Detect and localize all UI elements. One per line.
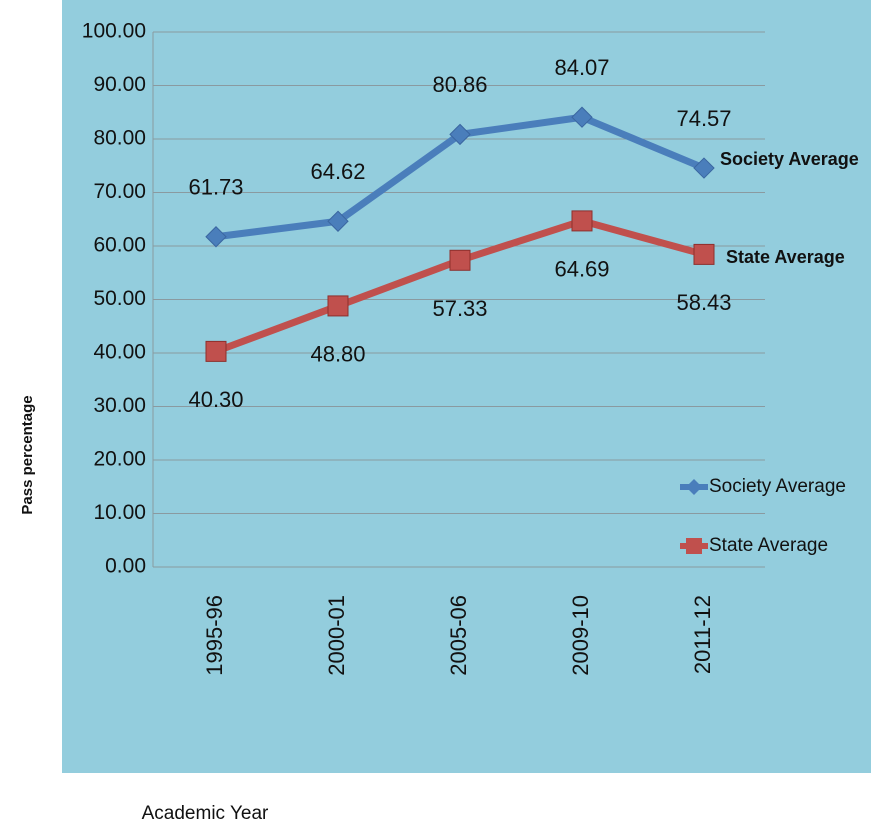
y-tick-label: 50.00 — [93, 287, 146, 310]
x-tick-label: 2005-06 — [446, 595, 471, 676]
point-marker — [449, 249, 471, 271]
data-label: 58.43 — [676, 290, 731, 315]
x-tick-label: 2009-10 — [568, 595, 593, 676]
point-marker — [449, 123, 471, 146]
data-label: 61.73 — [188, 175, 243, 200]
data-label: 74.57 — [676, 106, 731, 131]
legend-marker — [686, 538, 702, 554]
point-marker — [205, 340, 227, 362]
point-marker — [693, 157, 715, 179]
y-tick-label: 80.00 — [93, 127, 146, 150]
data-label: 84.07 — [554, 55, 609, 80]
y-tick-label: 60.00 — [93, 234, 146, 257]
data-label: 48.80 — [310, 342, 365, 367]
y-tick-label: 20.00 — [93, 448, 146, 471]
point-marker — [205, 226, 227, 248]
y-tick-label: 0.00 — [105, 555, 146, 578]
y-tick-label: 10.00 — [93, 501, 146, 524]
data-label: 80.86 — [432, 72, 487, 97]
point-marker — [571, 210, 593, 232]
legend-marker — [686, 479, 702, 495]
point-marker — [693, 243, 715, 265]
y-tick-label: 70.00 — [93, 180, 146, 203]
data-label: 64.62 — [310, 159, 365, 184]
x-tick-label: 1995-96 — [202, 595, 227, 676]
y-axis-label: Pass percentage — [19, 395, 36, 514]
x-axis-label: Academic Year — [142, 803, 269, 824]
series-end-label: Society Average — [720, 149, 859, 169]
point-marker — [327, 210, 349, 232]
x-tick-label: 2011-12 — [690, 595, 715, 674]
legend-label: Society Average — [709, 476, 846, 497]
y-tick-label: 40.00 — [93, 341, 146, 364]
x-tick-label: 2000-01 — [324, 595, 349, 676]
data-label: 40.30 — [188, 387, 243, 412]
data-label: 57.33 — [432, 296, 487, 321]
y-tick-label: 30.00 — [93, 394, 146, 417]
chart-background — [62, 0, 871, 773]
y-tick-label: 90.00 — [93, 73, 146, 96]
series-end-label: State Average — [726, 247, 845, 267]
data-label: 64.69 — [554, 257, 609, 282]
point-marker — [571, 106, 593, 128]
y-tick-label: 100.00 — [82, 20, 146, 43]
legend-label: State Average — [709, 535, 828, 556]
point-marker — [327, 295, 349, 317]
